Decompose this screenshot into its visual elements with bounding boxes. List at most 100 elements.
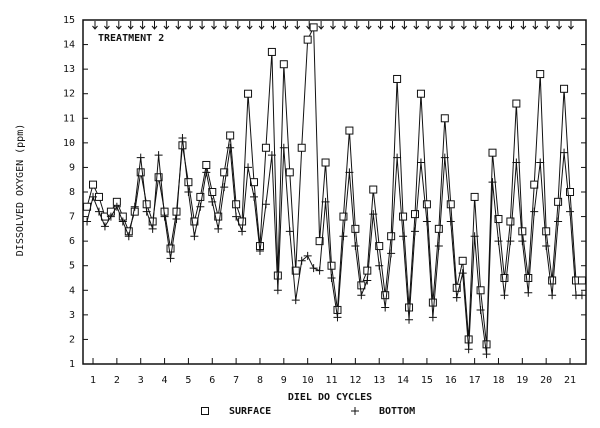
data-point xyxy=(273,271,282,280)
data-point xyxy=(315,237,324,246)
top-arrow xyxy=(163,21,170,30)
top-arrow xyxy=(258,21,265,30)
top-arrow xyxy=(330,21,336,30)
data-point xyxy=(327,261,336,270)
data-point xyxy=(190,232,199,241)
top-arrow xyxy=(484,21,491,30)
data-point xyxy=(244,163,253,172)
y-tick-label: 12 xyxy=(63,89,75,100)
data-point xyxy=(142,207,151,216)
x-tick-label: 17 xyxy=(469,375,481,386)
top-arrow xyxy=(175,21,182,30)
top-arrow xyxy=(342,21,348,30)
x-tick-label: 1 xyxy=(90,375,96,386)
data-point xyxy=(220,168,229,177)
data-point xyxy=(476,286,485,295)
x-tick-label: 5 xyxy=(185,375,191,386)
data-point xyxy=(166,244,175,253)
data-point xyxy=(410,210,419,219)
x-tick-label: 15 xyxy=(421,375,433,386)
y-tick-label: 3 xyxy=(69,310,75,321)
data-point xyxy=(387,249,396,258)
data-point xyxy=(261,200,270,209)
series-line xyxy=(86,27,582,345)
top-arrow xyxy=(449,21,455,30)
data-point xyxy=(196,202,205,211)
data-point xyxy=(381,303,390,312)
y-tick-label: 8 xyxy=(69,187,75,198)
data-point xyxy=(226,143,235,152)
data-point xyxy=(297,143,306,152)
data-point xyxy=(351,224,360,233)
data-point xyxy=(422,217,431,226)
data-point xyxy=(291,296,300,305)
data-point xyxy=(285,168,294,177)
data-point xyxy=(416,158,425,167)
top-arrow xyxy=(282,21,289,30)
data-point xyxy=(536,158,545,167)
data-point xyxy=(524,274,533,282)
data-point xyxy=(83,202,92,211)
data-point xyxy=(530,207,539,216)
x-tick-label: 9 xyxy=(281,375,287,386)
data-point xyxy=(273,286,282,295)
data-point xyxy=(458,256,467,265)
data-point xyxy=(524,288,533,297)
top-arrow xyxy=(389,21,396,30)
data-point xyxy=(518,237,527,246)
data-point xyxy=(470,192,479,201)
data-point xyxy=(434,224,443,233)
data-point xyxy=(518,227,527,236)
y-tick-label: 15 xyxy=(63,15,75,26)
data-point xyxy=(440,114,449,123)
top-arrow xyxy=(92,21,98,30)
data-point xyxy=(136,153,145,162)
x-tick-label: 6 xyxy=(209,375,215,386)
top-arrow xyxy=(508,21,515,30)
data-point xyxy=(160,212,169,221)
top-arrow xyxy=(246,21,253,30)
top-arrow xyxy=(234,21,241,30)
data-point xyxy=(369,185,378,194)
x-axis-label: DIEL DO CYCLES xyxy=(288,392,372,403)
data-point xyxy=(512,158,521,167)
data-point xyxy=(482,350,491,359)
y-tick-label: 4 xyxy=(69,285,75,296)
data-point xyxy=(166,254,175,263)
data-point xyxy=(244,89,253,98)
data-point xyxy=(512,99,521,108)
top-arrow xyxy=(401,21,408,30)
legend-symbol xyxy=(201,407,209,415)
top-arrow xyxy=(187,21,194,30)
data-point xyxy=(255,246,264,255)
data-point xyxy=(560,148,569,157)
top-arrow xyxy=(151,21,158,30)
x-tick-label: 13 xyxy=(373,375,385,386)
data-point xyxy=(124,232,133,241)
x-tick-label: 8 xyxy=(257,375,263,386)
data-point xyxy=(440,153,449,162)
top-arrow xyxy=(294,21,301,30)
data-point xyxy=(351,242,360,251)
top-arrow xyxy=(413,21,420,30)
data-point xyxy=(500,274,509,282)
data-point xyxy=(399,212,408,221)
data-point xyxy=(112,202,121,211)
data-point xyxy=(232,212,241,221)
x-tick-label: 16 xyxy=(445,375,457,386)
data-point xyxy=(220,183,229,192)
top-arrow xyxy=(437,21,443,30)
x-tick-label: 14 xyxy=(397,375,409,386)
data-point xyxy=(554,197,563,206)
data-point xyxy=(130,202,139,211)
data-point xyxy=(488,148,497,157)
data-point xyxy=(345,168,354,177)
data-point xyxy=(202,160,211,169)
x-tick-label: 11 xyxy=(325,375,337,386)
data-point xyxy=(488,178,497,187)
top-arrow xyxy=(532,21,539,30)
top-arrow xyxy=(544,21,551,30)
data-point xyxy=(416,89,425,98)
data-point xyxy=(339,212,348,221)
data-point xyxy=(172,215,181,224)
